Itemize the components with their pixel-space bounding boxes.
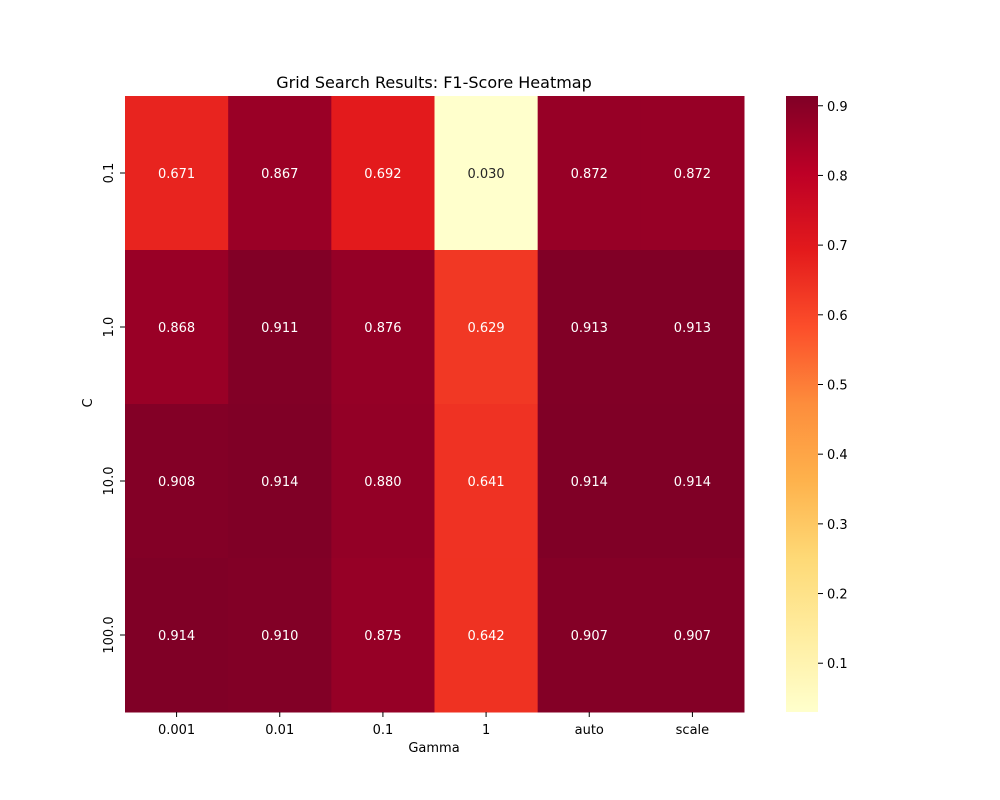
cell-value-label: 0.914 — [674, 475, 711, 490]
x-axis-label: Gamma — [408, 741, 459, 756]
cell-value-label: 0.914 — [261, 475, 298, 490]
cell-value-label: 0.913 — [674, 321, 711, 336]
heatmap-cell — [537, 250, 642, 405]
x-axis-ticks: 0.001 0.01 0.1 1 auto scale — [158, 712, 709, 738]
cell-value-label: 0.872 — [674, 167, 711, 182]
colorbar-tick-label: 0.7 — [827, 239, 848, 254]
x-tick-label: 0.001 — [158, 723, 195, 738]
colorbar-tick-label: 0.2 — [827, 588, 848, 603]
y-axis-ticks: 0.1 1.0 10.0 100.0 — [102, 163, 125, 654]
cell-value-label: 0.908 — [158, 475, 195, 490]
heatmap-cell — [434, 558, 539, 713]
cell-value-label: 0.030 — [467, 167, 504, 182]
cell-value-label: 0.907 — [571, 629, 608, 644]
heatmap-cell — [331, 404, 435, 559]
colorbar-ticks: 0.1 0.2 0.3 0.4 0.5 0.6 0.7 0.8 0.9 — [818, 100, 848, 672]
chart-title: Grid Search Results: F1-Score Heatmap — [276, 73, 592, 92]
heatmap-cell — [640, 558, 745, 713]
heatmap-cell — [434, 250, 539, 405]
x-tick-label: 1 — [482, 723, 490, 738]
heatmap-cell — [125, 96, 229, 251]
cell-value-label: 0.880 — [364, 475, 401, 490]
y-tick-label: 0.1 — [102, 163, 117, 184]
cell-value-label: 0.914 — [158, 629, 195, 644]
cell-value-label: 0.911 — [261, 321, 298, 336]
heatmap-cell — [537, 96, 642, 251]
heatmap-cells — [125, 96, 745, 713]
cell-value-label: 0.629 — [467, 321, 504, 336]
colorbar-tick-label: 0.4 — [827, 448, 848, 463]
x-tick-label: 0.1 — [373, 723, 394, 738]
colorbar-tick-label: 0.9 — [827, 100, 848, 115]
colorbar-tick-label: 0.6 — [827, 309, 848, 324]
colorbar-tick-label: 0.8 — [827, 169, 848, 184]
cell-value-label: 0.642 — [467, 629, 504, 644]
heatmap-cell — [640, 250, 745, 405]
colorbar — [786, 96, 818, 712]
y-tick-label: 10.0 — [102, 467, 117, 496]
heatmap-cell — [228, 250, 332, 405]
y-tick-label: 100.0 — [102, 616, 117, 653]
colorbar-tick-label: 0.1 — [827, 657, 848, 672]
heatmap-cell — [228, 404, 332, 559]
heatmap-cell — [537, 558, 642, 713]
heatmap-cell — [331, 250, 435, 405]
heatmap-cell-labels: 0.671 0.867 0.692 0.030 0.872 0.872 0.868 0.911… — [158, 167, 711, 644]
heatmap-cell — [640, 404, 745, 559]
cell-value-label: 0.872 — [571, 167, 608, 182]
colorbar-tick-label: 0.3 — [827, 518, 848, 533]
heatmap-cell — [537, 404, 642, 559]
y-tick-label: 1.0 — [102, 317, 117, 338]
cell-value-label: 0.914 — [571, 475, 608, 490]
cell-value-label: 0.876 — [364, 321, 401, 336]
cell-value-label: 0.868 — [158, 321, 195, 336]
heatmap-cell — [640, 96, 745, 251]
heatmap-cell — [125, 404, 229, 559]
cell-value-label: 0.692 — [364, 167, 401, 182]
cell-value-label: 0.907 — [674, 629, 711, 644]
x-tick-label: 0.01 — [265, 723, 294, 738]
cell-value-label: 0.910 — [261, 629, 298, 644]
heatmap-cell — [125, 558, 229, 713]
heatmap-cell — [125, 250, 229, 405]
x-tick-label: scale — [676, 723, 710, 738]
cell-value-label: 0.913 — [571, 321, 608, 336]
cell-value-label: 0.671 — [158, 167, 195, 182]
heatmap-cell — [331, 96, 435, 251]
heatmap-cell — [228, 96, 332, 251]
y-axis-label: C — [81, 398, 96, 407]
cell-value-label: 0.867 — [261, 167, 298, 182]
heatmap-cell — [434, 96, 539, 251]
heatmap-cell — [434, 404, 539, 559]
x-tick-label: auto — [575, 723, 604, 738]
heatmap-cell — [331, 558, 435, 713]
heatmap-cell — [228, 558, 332, 713]
cell-value-label: 0.875 — [364, 629, 401, 644]
cell-value-label: 0.641 — [467, 475, 504, 490]
colorbar-tick-label: 0.5 — [827, 378, 848, 393]
